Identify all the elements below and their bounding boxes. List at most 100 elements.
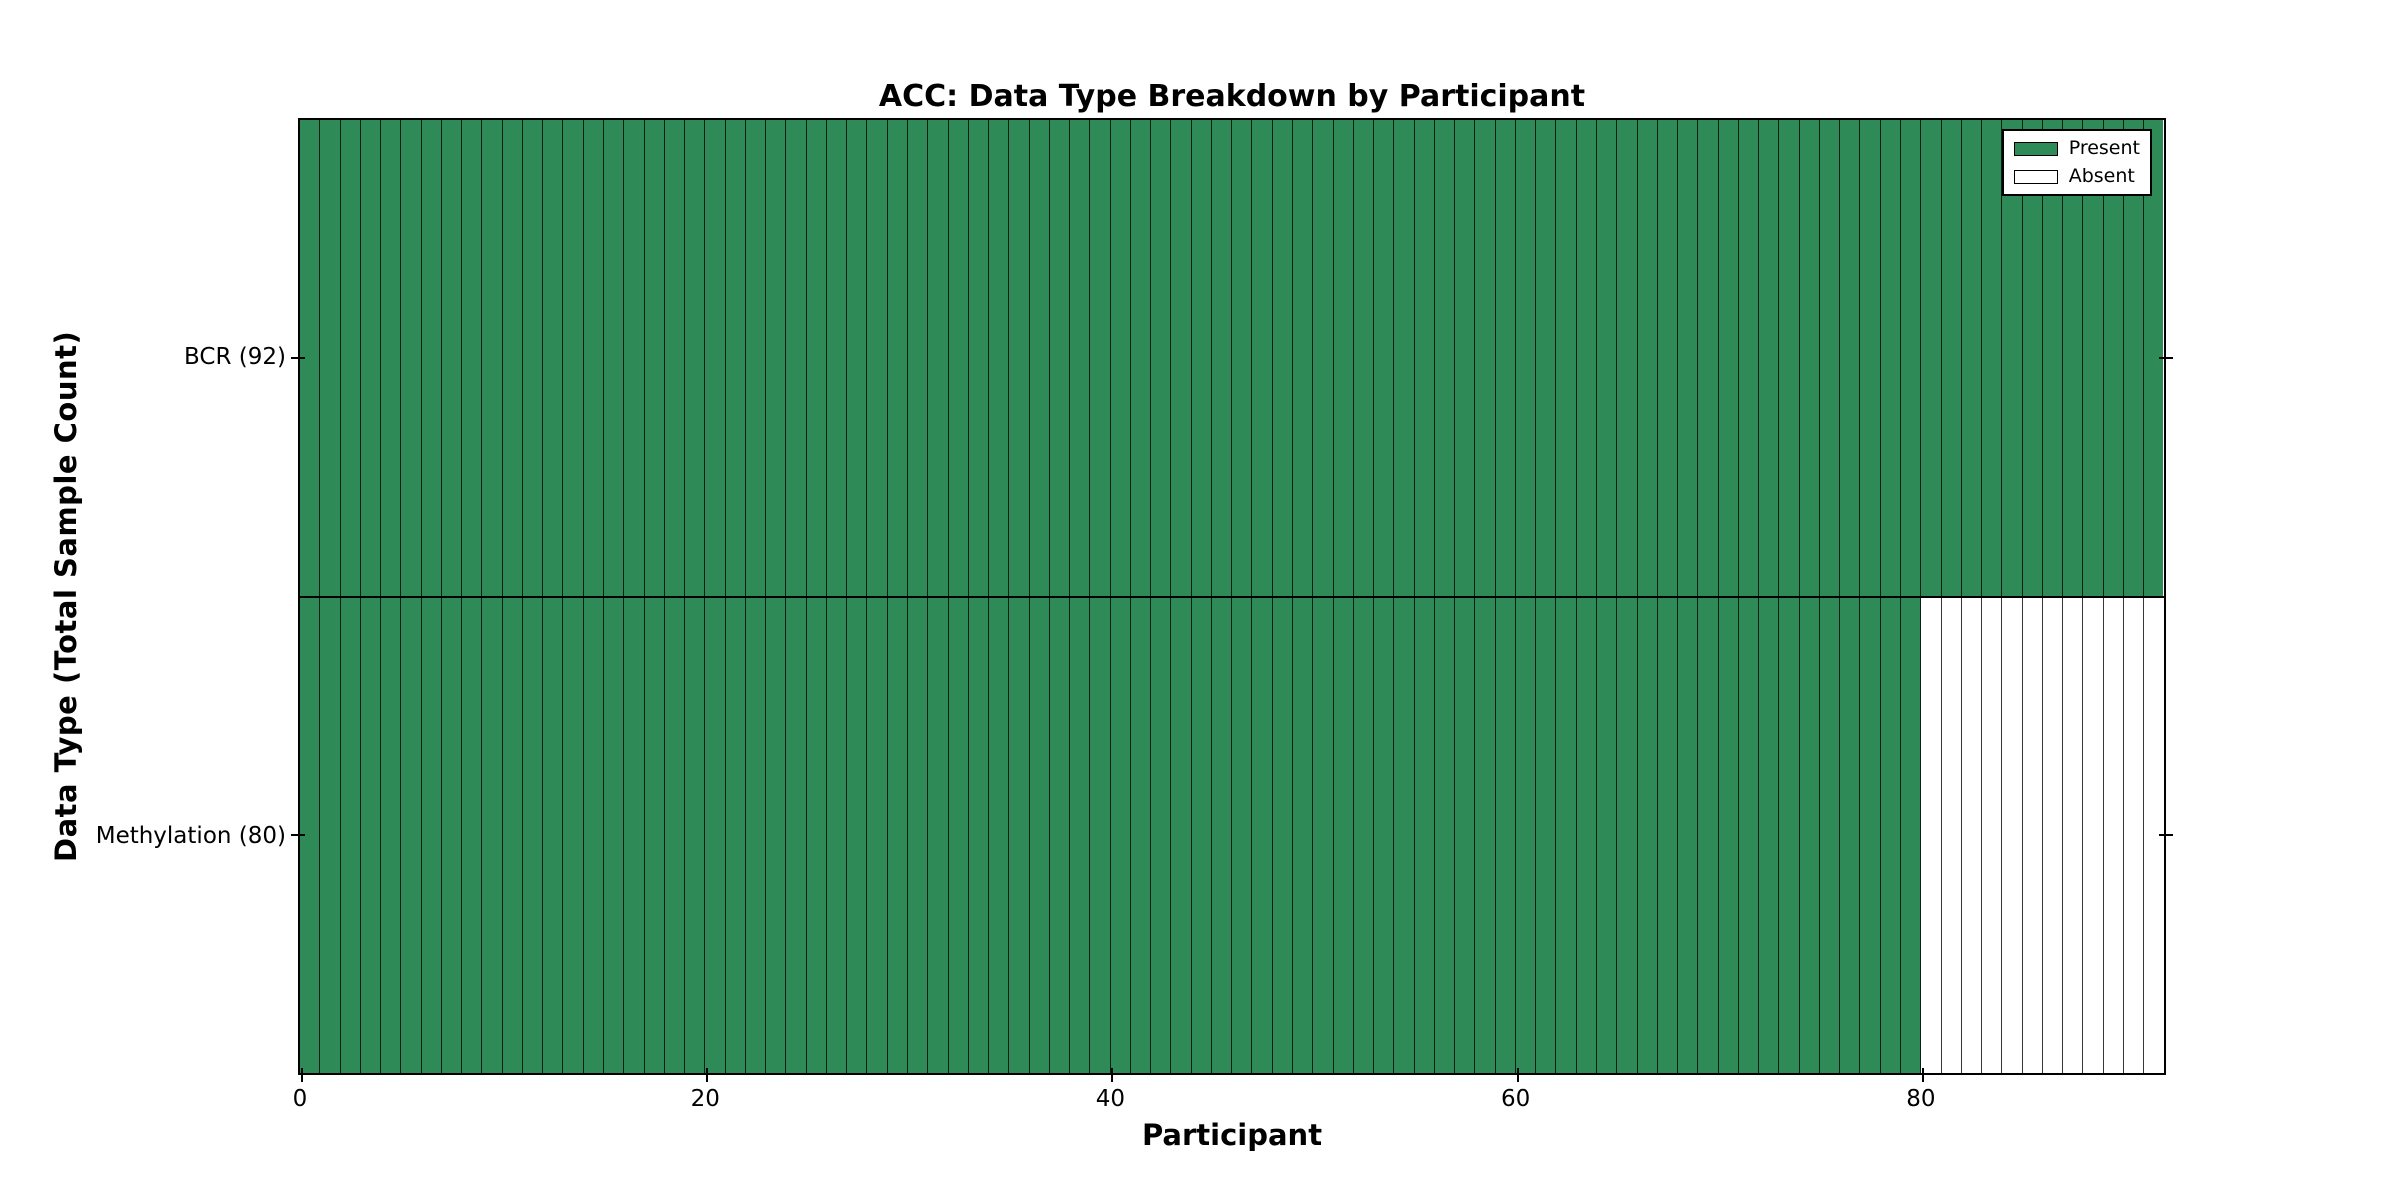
heatmap-cell: [1110, 120, 1131, 596]
chart-title: ACC: Data Type Breakdown by Participant: [878, 79, 1586, 114]
heatmap-cell: [1921, 597, 1942, 1073]
heatmap-cell: [685, 597, 706, 1073]
heatmap-cell: [1313, 120, 1334, 596]
heatmap-cell: [887, 597, 908, 1073]
y-tick-label-methylation: Methylation (80): [95, 822, 286, 849]
heatmap-cell: [1374, 597, 1395, 1073]
heatmap-cell: [583, 597, 604, 1073]
y-tick-mark: [2159, 833, 2173, 836]
heatmap-cell: [300, 120, 321, 596]
heatmap-cell: [1637, 597, 1658, 1073]
heatmap-cell: [1434, 120, 1456, 596]
heatmap-cell: [2022, 120, 2043, 596]
heatmap-cell: [1272, 120, 1294, 596]
heatmap-cell: [2063, 120, 2084, 596]
heatmap-cell: [441, 597, 463, 1073]
x-tick-label: 20: [690, 1086, 720, 1112]
heatmap-cell: [340, 120, 361, 596]
heatmap-cell: [1232, 120, 1253, 596]
heatmap-cell: [1900, 597, 1922, 1073]
heatmap-cell: [1394, 597, 1415, 1073]
heatmap-cell: [1982, 120, 2003, 596]
x-tick-mark: [1516, 1068, 1519, 1082]
heatmap-cell: [583, 120, 604, 596]
heatmap-cell: [340, 597, 361, 1073]
heatmap-cell: [806, 597, 827, 1073]
heatmap-cell: [786, 120, 807, 596]
heatmap-cell: [1171, 120, 1192, 596]
heatmap-cell: [2144, 597, 2164, 1073]
x-tick-mark: [301, 1068, 303, 1082]
heatmap-cell: [1657, 120, 1679, 596]
heatmap-cell: [1090, 120, 1111, 596]
heatmap-cell: [1718, 120, 1739, 596]
x-tick-label: 0: [292, 1086, 308, 1112]
heatmap-cell: [1597, 120, 1618, 596]
heatmap-cell: [907, 120, 929, 596]
heatmap-cell: [948, 597, 969, 1073]
heatmap-cell: [482, 120, 503, 596]
x-axis-label: Participant: [1141, 1118, 1323, 1152]
heatmap-cell: [2123, 120, 2145, 596]
x-tick-mark: [1921, 1068, 1924, 1082]
x-tick-mark: [706, 1068, 709, 1082]
heatmap-cell: [1718, 597, 1739, 1073]
heatmap-cell: [705, 597, 726, 1073]
heatmap-cell: [1536, 597, 1557, 1073]
heatmap-cell: [1211, 597, 1233, 1073]
heatmap-cell: [1597, 597, 1618, 1073]
heatmap-cell: [1495, 120, 1516, 596]
heatmap-cell: [1009, 120, 1030, 596]
heatmap-cell: [2103, 597, 2124, 1073]
heatmap-cell: [644, 120, 665, 596]
heatmap-cell: [1414, 597, 1435, 1073]
heatmap-cell: [563, 120, 584, 596]
heatmap-cell: [401, 120, 422, 596]
heatmap-cell: [462, 597, 483, 1073]
heatmap-cell: [1982, 597, 2003, 1073]
heatmap-cell: [948, 120, 969, 596]
heatmap-cell: [603, 597, 625, 1073]
heatmap-cell: [1455, 597, 1476, 1073]
legend: Present Absent: [2001, 129, 2152, 196]
heatmap-cell: [2022, 597, 2043, 1073]
heatmap-cell: [867, 597, 888, 1073]
x-tick-label: 80: [1906, 1086, 1936, 1112]
heatmap-cell: [320, 120, 341, 596]
heatmap-cell: [2042, 120, 2064, 596]
heatmap-cell: [725, 597, 746, 1073]
heatmap-cell: [1961, 597, 1983, 1073]
heatmap-cell: [1252, 597, 1273, 1073]
x-tick-mark: [1111, 1068, 1114, 1082]
x-tick-label: 60: [1501, 1086, 1531, 1112]
heatmap-cell: [1313, 597, 1334, 1073]
heatmap-cell: [2123, 597, 2145, 1073]
heatmap-cell: [1333, 120, 1354, 596]
heatmap-cell: [543, 597, 564, 1073]
heatmap-cell: [563, 597, 584, 1073]
y-tick-mark: [291, 357, 305, 360]
heatmap-cell: [1232, 597, 1253, 1073]
heatmap-cell: [745, 120, 767, 596]
heatmap-cell: [1333, 597, 1354, 1073]
heatmap-cell: [1698, 120, 1719, 596]
heatmap-cell: [1049, 120, 1071, 596]
heatmap-cell: [1921, 120, 1942, 596]
heatmap-cell: [1515, 597, 1537, 1073]
heatmap-cell: [381, 120, 402, 596]
heatmap-cell: [1738, 120, 1760, 596]
heatmap-cell: [1759, 120, 1780, 596]
heatmap-row-bcr: [300, 120, 2164, 596]
heatmap-cell: [2042, 597, 2064, 1073]
heatmap-cell: [1130, 120, 1152, 596]
heatmap-cell: [1900, 120, 1922, 596]
heatmap-cell: [1293, 597, 1314, 1073]
heatmap-cell: [766, 120, 787, 596]
heatmap-cell: [421, 120, 442, 596]
heatmap-cell: [1130, 597, 1152, 1073]
heatmap-cell: [968, 120, 990, 596]
heatmap-cell: [1495, 597, 1516, 1073]
heatmap-row-methylation: [300, 595, 2164, 1073]
heatmap-cell: [1090, 597, 1111, 1073]
heatmap-cell: [1840, 120, 1861, 596]
